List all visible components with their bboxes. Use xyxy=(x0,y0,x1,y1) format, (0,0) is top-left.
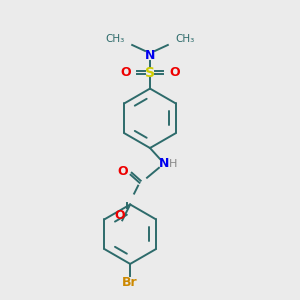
Text: O: O xyxy=(120,66,130,79)
Text: H: H xyxy=(169,159,177,169)
Text: S: S xyxy=(145,66,155,80)
Text: CH₃: CH₃ xyxy=(176,34,195,44)
Text: O: O xyxy=(114,209,124,222)
Text: CH₃: CH₃ xyxy=(105,34,124,44)
Text: O: O xyxy=(169,66,180,79)
Text: N: N xyxy=(145,50,155,62)
Text: Br: Br xyxy=(122,276,138,289)
Text: N: N xyxy=(159,158,169,170)
Text: O: O xyxy=(117,165,128,178)
